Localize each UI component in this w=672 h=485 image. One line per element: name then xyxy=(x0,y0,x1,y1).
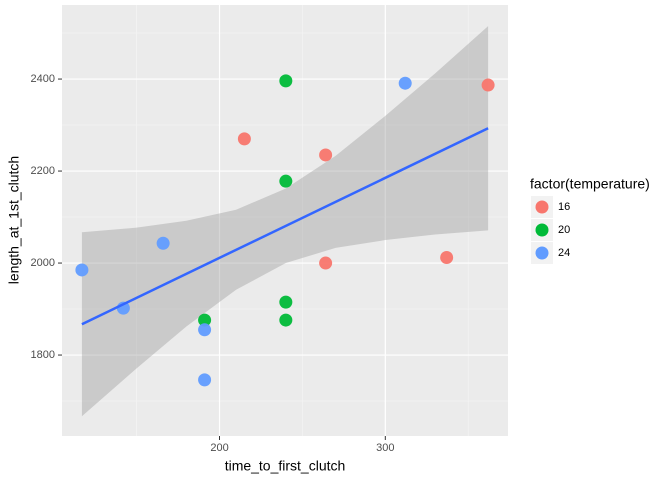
point xyxy=(279,313,293,327)
legend-label: 24 xyxy=(558,247,570,259)
point xyxy=(156,236,170,250)
x-tick-label: 300 xyxy=(376,442,394,454)
point xyxy=(319,256,333,270)
point xyxy=(198,313,212,327)
legend-marker xyxy=(535,246,549,260)
point xyxy=(319,148,333,162)
point xyxy=(279,174,293,188)
legend-marker xyxy=(535,200,549,214)
fit-line xyxy=(81,127,489,326)
point xyxy=(237,132,251,146)
y-tick-label: 1800 xyxy=(31,349,55,361)
point xyxy=(481,78,495,92)
point xyxy=(398,76,412,90)
point xyxy=(440,251,454,265)
confidence-band xyxy=(81,26,489,417)
point xyxy=(75,263,89,277)
point xyxy=(198,373,212,387)
point xyxy=(198,323,212,337)
legend-title: factor(temperature) xyxy=(530,176,650,192)
legend-label: 16 xyxy=(558,201,570,213)
legend-marker xyxy=(535,223,549,237)
point xyxy=(279,295,293,309)
point xyxy=(279,74,293,88)
x-axis-label: time_to_first_clutch xyxy=(225,458,346,474)
y-tick-label: 2200 xyxy=(31,165,55,177)
y-tick-label: 2000 xyxy=(31,257,55,269)
x-tick-label: 200 xyxy=(210,442,228,454)
legend-label: 20 xyxy=(558,224,570,236)
y-axis-label: length_at_1st_clutch xyxy=(6,156,22,284)
y-tick-label: 2400 xyxy=(31,73,55,85)
